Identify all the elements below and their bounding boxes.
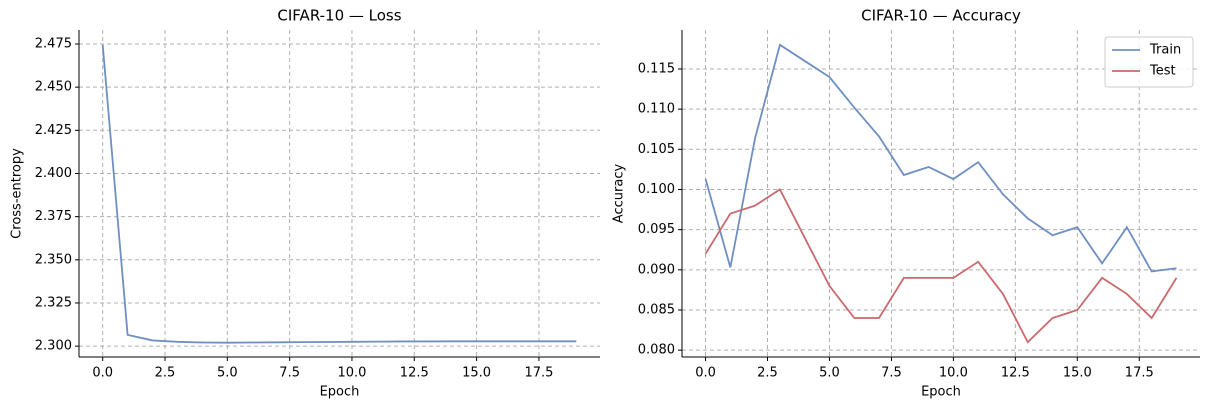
line (704, 188, 1178, 344)
x-tick-label: 15.0 (1063, 366, 1092, 381)
y-tick-label: 0.115 (638, 61, 675, 76)
x-tick-label: 12.5 (1001, 366, 1030, 381)
x-tick-label: 15.0 (462, 366, 491, 381)
y-tick-label: 0.095 (638, 222, 675, 237)
x-tick-label: 12.5 (400, 366, 429, 381)
y-axis-label: Cross-entropy (10, 148, 25, 239)
line (704, 43, 1177, 273)
x-tick-label: 10.0 (939, 366, 968, 381)
y-tick-label: 0.110 (638, 102, 675, 117)
y-tick-label: 0.080 (638, 343, 675, 358)
x-tick-label: 5.0 (819, 366, 840, 381)
y-tick-label: 0.090 (638, 262, 675, 277)
x-tick-label: 2.5 (155, 366, 176, 381)
y-tick-label: 2.425 (35, 123, 72, 138)
y-tick-label: 2.300 (35, 339, 72, 354)
x-tick-label: 2.5 (757, 366, 778, 381)
line (101, 44, 577, 344)
x-tick-label: 5.0 (217, 366, 238, 381)
x-axis-label: Epoch (320, 385, 360, 400)
x-tick-label: 7.5 (279, 366, 300, 381)
x-tick-label: 0.0 (695, 366, 716, 381)
x-tick-label: 10.0 (337, 366, 366, 381)
y-axis-label: Accuracy (612, 164, 627, 224)
y-tick-label: 2.325 (35, 295, 72, 310)
y-tick-label: 0.105 (638, 142, 675, 157)
y-tick-label: 2.475 (35, 36, 72, 51)
x-tick-label: 17.5 (524, 366, 553, 381)
y-tick-label: 2.350 (35, 252, 72, 267)
y-tick-label: 2.375 (35, 209, 72, 224)
y-tick-label: 2.400 (35, 166, 72, 181)
legend-label: Test (1149, 64, 1176, 79)
y-tick-label: 0.085 (638, 302, 675, 317)
y-tick-label: 0.100 (638, 182, 675, 197)
chart-title: CIFAR-10 — Loss (277, 7, 401, 25)
x-tick-label: 0.0 (92, 366, 113, 381)
x-tick-label: 17.5 (1125, 366, 1154, 381)
y-tick-label: 2.450 (35, 80, 72, 95)
x-axis-label: Epoch (921, 385, 961, 400)
legend-label: Train (1149, 43, 1181, 58)
chart-title: CIFAR-10 — Accuracy (861, 7, 1021, 25)
x-tick-label: 7.5 (881, 366, 902, 381)
